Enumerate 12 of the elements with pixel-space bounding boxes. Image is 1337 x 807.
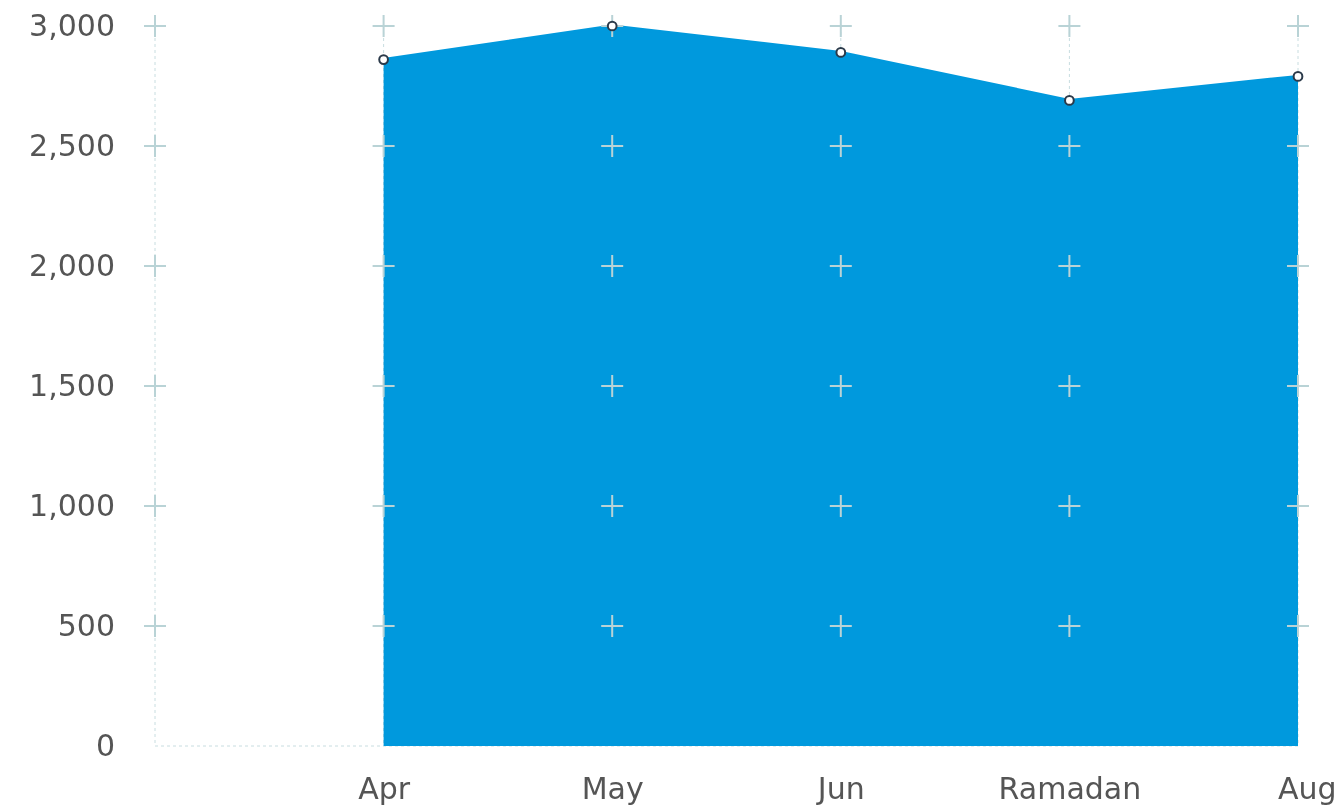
x-tick-label: Aug [1277, 771, 1337, 807]
y-tick-label: 1,000 [29, 488, 115, 524]
x-tick-label: Jun [815, 771, 865, 807]
y-tick-label: 3,000 [29, 8, 115, 44]
y-tick-label: 2,500 [29, 128, 115, 164]
y-tick-label: 1,500 [29, 368, 115, 404]
y-tick-label: 0 [95, 728, 115, 764]
x-tick-label: Apr [358, 771, 411, 807]
y-tick-label: 2,000 [29, 248, 115, 284]
y-tick-label: 500 [57, 608, 115, 644]
x-tick-label: May [581, 771, 644, 807]
x-tick-label: Ramadan [998, 771, 1142, 807]
